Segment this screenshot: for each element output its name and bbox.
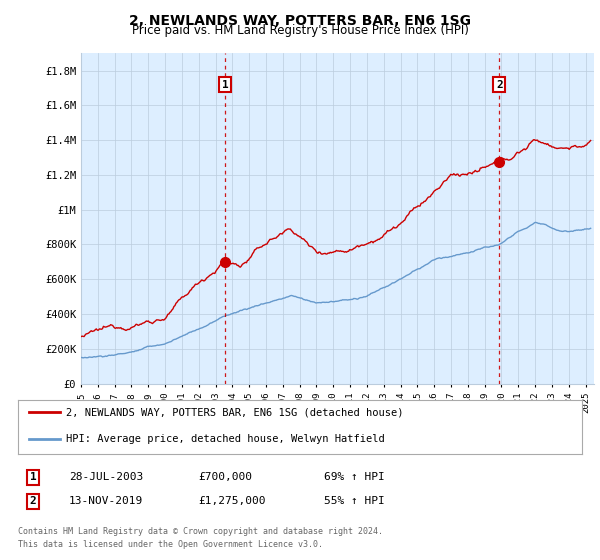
Text: 2: 2 xyxy=(29,496,37,506)
Text: 2: 2 xyxy=(496,80,503,90)
Text: 55% ↑ HPI: 55% ↑ HPI xyxy=(324,496,385,506)
Text: 2, NEWLANDS WAY, POTTERS BAR, EN6 1SG (detached house): 2, NEWLANDS WAY, POTTERS BAR, EN6 1SG (d… xyxy=(66,407,403,417)
Text: This data is licensed under the Open Government Licence v3.0.: This data is licensed under the Open Gov… xyxy=(18,540,323,549)
Text: £1,275,000: £1,275,000 xyxy=(198,496,265,506)
Text: £700,000: £700,000 xyxy=(198,472,252,482)
Text: 1: 1 xyxy=(222,80,229,90)
Text: 13-NOV-2019: 13-NOV-2019 xyxy=(69,496,143,506)
Text: Contains HM Land Registry data © Crown copyright and database right 2024.: Contains HM Land Registry data © Crown c… xyxy=(18,527,383,536)
Text: 1: 1 xyxy=(29,472,37,482)
Text: 69% ↑ HPI: 69% ↑ HPI xyxy=(324,472,385,482)
Text: 2, NEWLANDS WAY, POTTERS BAR, EN6 1SG: 2, NEWLANDS WAY, POTTERS BAR, EN6 1SG xyxy=(129,14,471,28)
Text: 28-JUL-2003: 28-JUL-2003 xyxy=(69,472,143,482)
Text: Price paid vs. HM Land Registry's House Price Index (HPI): Price paid vs. HM Land Registry's House … xyxy=(131,24,469,36)
Text: HPI: Average price, detached house, Welwyn Hatfield: HPI: Average price, detached house, Welw… xyxy=(66,433,385,444)
